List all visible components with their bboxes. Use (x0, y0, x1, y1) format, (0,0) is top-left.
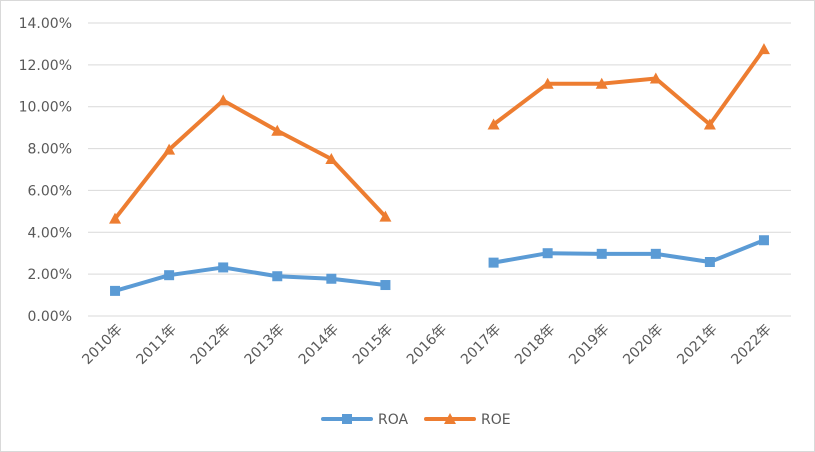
y-tick-label: 8.00% (28, 142, 72, 158)
x-tick-label: 2018年 (512, 322, 558, 368)
y-axis: 0.00% 2.00% 4.00% 6.00% 8.00% 10.00% 12.00% 14.… (19, 16, 72, 325)
roa-point (380, 280, 391, 291)
x-tick-label: 2017年 (458, 322, 504, 368)
roa-point (758, 235, 769, 246)
roe-point (109, 212, 122, 224)
roe-point (649, 72, 662, 84)
roe-line (491, 47, 766, 127)
roe-point (379, 210, 392, 222)
x-tick-label: 2020年 (620, 322, 666, 368)
gridlines (88, 22, 791, 317)
legend: ROA ROE (321, 412, 511, 428)
roa-point (596, 248, 607, 259)
series-layer (109, 43, 770, 296)
y-tick-label: 6.00% (28, 183, 72, 199)
roe-point (163, 143, 176, 155)
legend-item-roa: ROA (321, 412, 409, 428)
legend-item-roe: ROE (424, 412, 511, 428)
y-tick-label: 14.00% (19, 16, 72, 32)
roa-line (491, 238, 766, 265)
x-tick-label: 2021年 (674, 322, 720, 368)
roa-point (110, 285, 121, 296)
x-tick-label: 2016年 (404, 322, 450, 368)
roe-point (595, 77, 608, 89)
x-tick-label: 2022年 (728, 322, 774, 368)
y-tick-label: 0.00% (28, 309, 72, 325)
roa-point (164, 270, 175, 281)
roa-point (342, 414, 352, 424)
y-tick-label: 4.00% (28, 225, 72, 241)
roe-point (217, 94, 230, 106)
x-tick-label: 2011年 (134, 322, 180, 368)
y-tick-label: 2.00% (28, 267, 72, 283)
roa-point (488, 257, 499, 268)
x-tick-label: 2015年 (350, 322, 396, 368)
roa-point (704, 257, 715, 268)
roe-point (541, 77, 554, 89)
roe-point (271, 124, 284, 136)
x-tick-label: 2012年 (188, 322, 234, 368)
y-tick-label: 12.00% (19, 58, 72, 74)
x-axis: 2010年 2011年 2012年 2013年 2014年 2015年 2016年 2017年… (79, 322, 774, 368)
y-tick-label: 10.00% (19, 100, 72, 116)
legend-label: ROA (378, 412, 409, 428)
x-tick-label: 2010年 (79, 322, 125, 368)
roa-point (326, 273, 337, 284)
series-roe (109, 43, 770, 224)
x-tick-label: 2013年 (242, 322, 288, 368)
roe-line (113, 98, 388, 221)
roe-point (757, 43, 770, 55)
roa-point (218, 262, 229, 273)
legend-label: ROE (481, 412, 511, 428)
x-tick-label: 2019年 (566, 322, 612, 368)
roa-point (650, 248, 661, 259)
x-tick-label: 2014年 (296, 322, 342, 368)
roe-point (325, 153, 338, 165)
roe-point (703, 118, 716, 130)
series-roa (110, 235, 769, 296)
roe-point (487, 118, 500, 130)
roa-point (272, 271, 283, 282)
roe-point (444, 413, 456, 424)
roa-line (113, 265, 388, 293)
roa-point (542, 248, 553, 259)
